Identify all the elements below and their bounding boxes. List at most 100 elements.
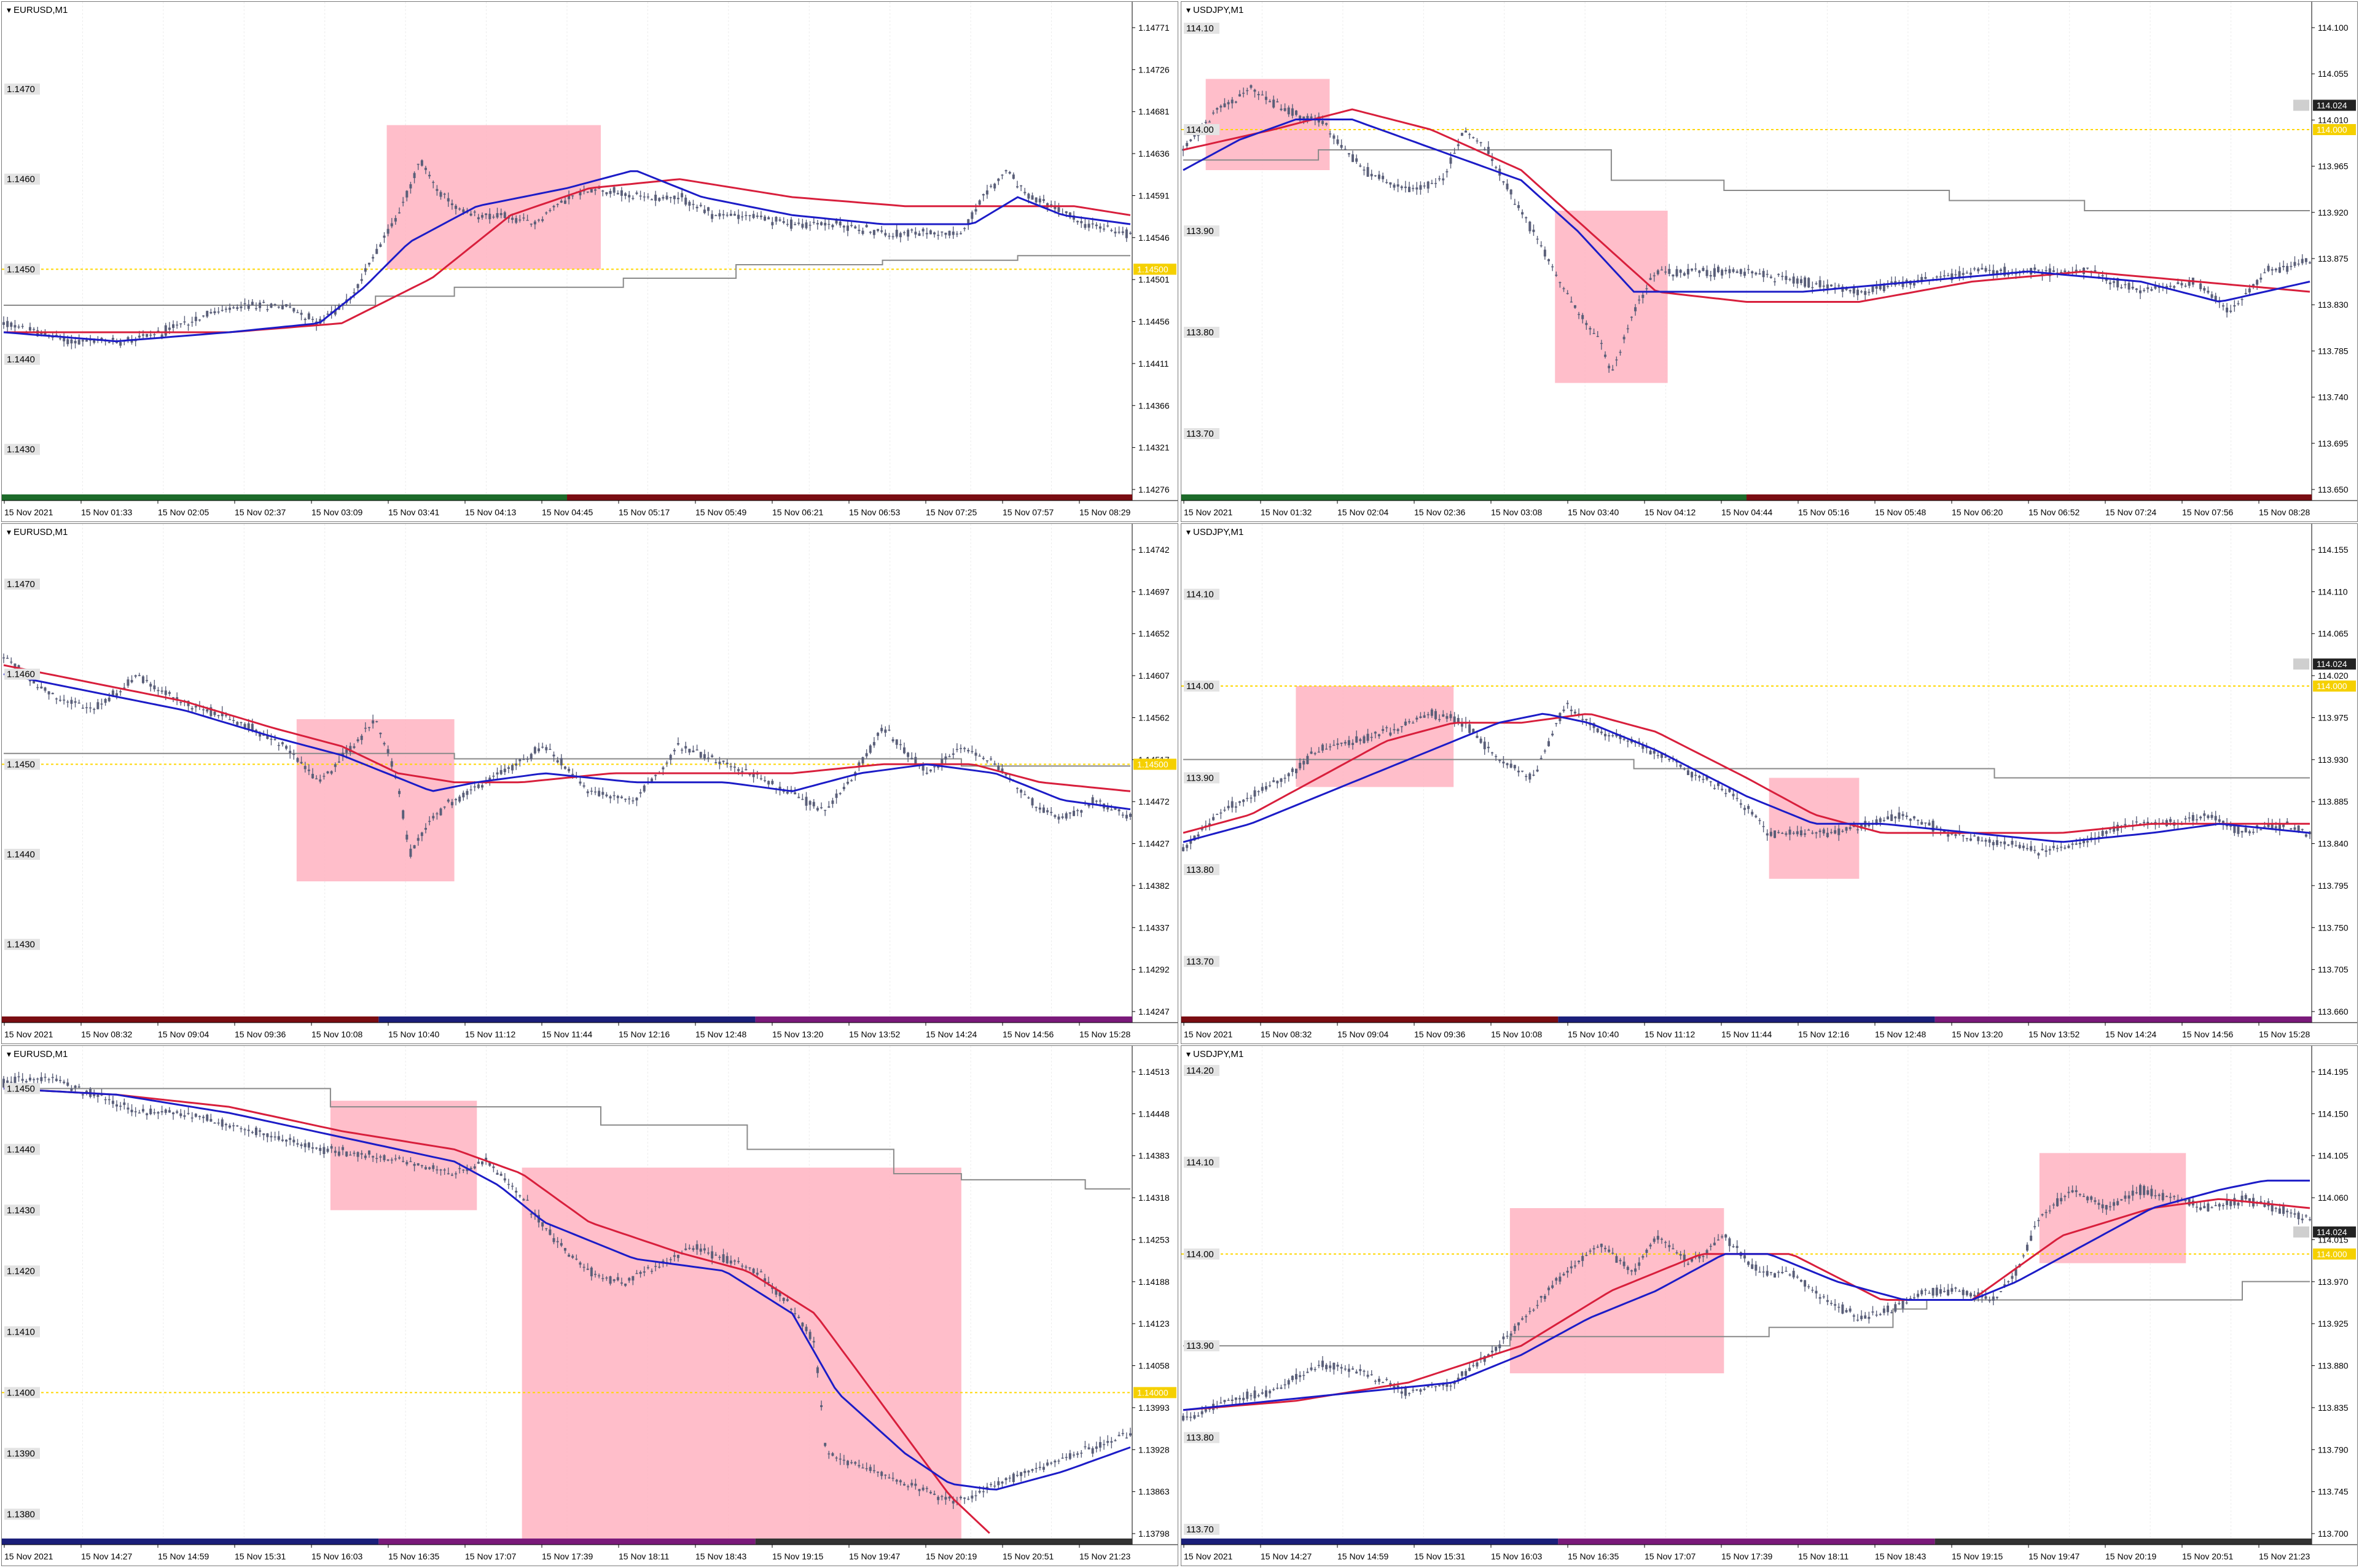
chart-panel-eurusd-3[interactable]: 1.1450 1.1440 1.1430 1.1420 1.1410 1.1400 1.13… (1, 1045, 1178, 1566)
chart-panel-usdjpy-3[interactable]: 114.20 114.10 114.00 113.90 113.80 113.70 114.… (1181, 1045, 2358, 1566)
candle-body (1008, 172, 1011, 174)
candle-body (1325, 123, 1328, 125)
candle-body (1468, 1367, 1471, 1371)
candle-body (1860, 291, 1863, 292)
candle-body (955, 233, 958, 235)
candle-body (1679, 764, 1682, 767)
chart-panel-usdjpy-2[interactable]: 114.10 114.00 113.90 113.80 113.70 114.155 114… (1181, 523, 2358, 1044)
candle-body (74, 1085, 77, 1088)
candle-body (1329, 133, 1332, 135)
candle-body (2173, 286, 2176, 288)
candle-body (1901, 814, 1904, 816)
candle-body (1724, 1235, 1727, 1238)
candle-body (1038, 1467, 1041, 1469)
price-tick-label: 113.705 (2318, 965, 2349, 975)
time-tick-label: 15 Nov 16:35 (1568, 1551, 1619, 1561)
candle-body (1845, 1309, 1848, 1313)
candle-body (1291, 108, 1294, 116)
candle-body (485, 213, 488, 216)
candle-body (492, 1166, 495, 1168)
candle-body (1943, 275, 1946, 276)
candle-body (1532, 1309, 1535, 1311)
candle-body (1027, 193, 1030, 199)
candle-body (2188, 280, 2191, 286)
candle-body (266, 309, 269, 310)
candle-body (880, 728, 883, 731)
left-level-label: 1.1450 (4, 263, 40, 275)
candle-body (254, 1127, 257, 1136)
candle-body (2240, 830, 2244, 833)
candle-body (707, 207, 710, 211)
candle-body (835, 794, 838, 798)
time-tick-label: 15 Nov 14:27 (1261, 1551, 1312, 1561)
candle-body (1457, 1378, 1460, 1381)
candle-body (1234, 1397, 1237, 1400)
candle-body (959, 233, 962, 235)
left-level-text: 1.1430 (7, 445, 35, 455)
candle-body (1619, 1260, 1622, 1262)
candle-body (1495, 166, 1498, 168)
candle-body (153, 685, 156, 690)
candle-body (605, 794, 608, 797)
candle-body (2052, 270, 2055, 272)
candle-body (1562, 288, 1565, 289)
candle-body (300, 313, 303, 315)
candle-body (372, 1156, 375, 1158)
candle-body (206, 1114, 209, 1121)
candle-body (1015, 186, 1019, 188)
price-level-tag-text: 114.000 (2317, 681, 2347, 691)
candle-body (153, 1112, 156, 1114)
candle-body (1981, 840, 1984, 842)
candle-body (1920, 822, 1923, 825)
time-tick-label: 15 Nov 2021 (1184, 507, 1233, 517)
price-tick-label: 1.14318 (1138, 1193, 1170, 1203)
candle-body (2025, 848, 2028, 849)
chart-panel-eurusd-2[interactable]: 1.1470 1.1460 1.1450 1.1440 1.1430 1.14742 1.1… (1, 523, 1178, 1044)
candle-body (1426, 714, 1430, 716)
candle-body (213, 311, 216, 313)
candle-body (1954, 274, 1957, 276)
left-level-bg (1184, 956, 1219, 967)
price-tick-label: 1.14546 (1138, 233, 1170, 243)
left-level-text: 1.1380 (7, 1509, 35, 1519)
price-tick-label: 113.970 (2318, 1277, 2349, 1287)
candle-body (2203, 813, 2206, 816)
candle-body (213, 1122, 216, 1124)
chart-panel-usdjpy-1[interactable]: 114.10 114.00 113.90 113.80 113.70 114.100 114… (1181, 1, 2358, 522)
plot-area (2, 524, 1132, 1023)
candle-body (910, 229, 913, 231)
left-level-text: 113.80 (1186, 1433, 1214, 1443)
candle-body (1799, 830, 1802, 836)
candle-body (168, 1110, 171, 1113)
candle-body (1269, 101, 1272, 103)
candle-body (639, 195, 642, 197)
candle-body (77, 340, 80, 345)
price-level-tag-bg (2313, 681, 2356, 692)
candle-body (1204, 1409, 1207, 1412)
candle-body (556, 1241, 559, 1242)
candle-body (899, 233, 902, 238)
candle-body (1638, 299, 1641, 301)
candle-body (658, 1266, 661, 1268)
left-level-text: 1.1400 (7, 1387, 35, 1398)
candle-body (1382, 1382, 1385, 1383)
candle-body (1675, 1252, 1678, 1254)
candle-body (888, 730, 891, 731)
candle-body (183, 1115, 186, 1117)
candle-body (1785, 276, 1788, 280)
session-segment (378, 1016, 756, 1023)
candle-body (511, 765, 514, 771)
chart-panel-eurusd-1[interactable]: 1.1470 1.1460 1.1450 1.1440 1.1430 1.14771 1.1… (1, 1, 1178, 522)
candle-body (1992, 841, 1995, 846)
candle-body (2278, 1208, 2281, 1214)
candle-body (1483, 741, 1486, 749)
time-tick-label: 15 Nov 15:28 (1079, 1029, 1130, 1039)
candle-body (2286, 265, 2289, 272)
price-tick-label: 113.835 (2318, 1403, 2349, 1413)
candle-body (733, 766, 736, 768)
left-level-label: 1.1380 (4, 1508, 40, 1520)
candle-body (1234, 806, 1237, 808)
time-tick-label: 15 Nov 19:47 (2028, 1551, 2079, 1561)
candle-body (990, 185, 993, 187)
candle-body (1415, 187, 1418, 190)
